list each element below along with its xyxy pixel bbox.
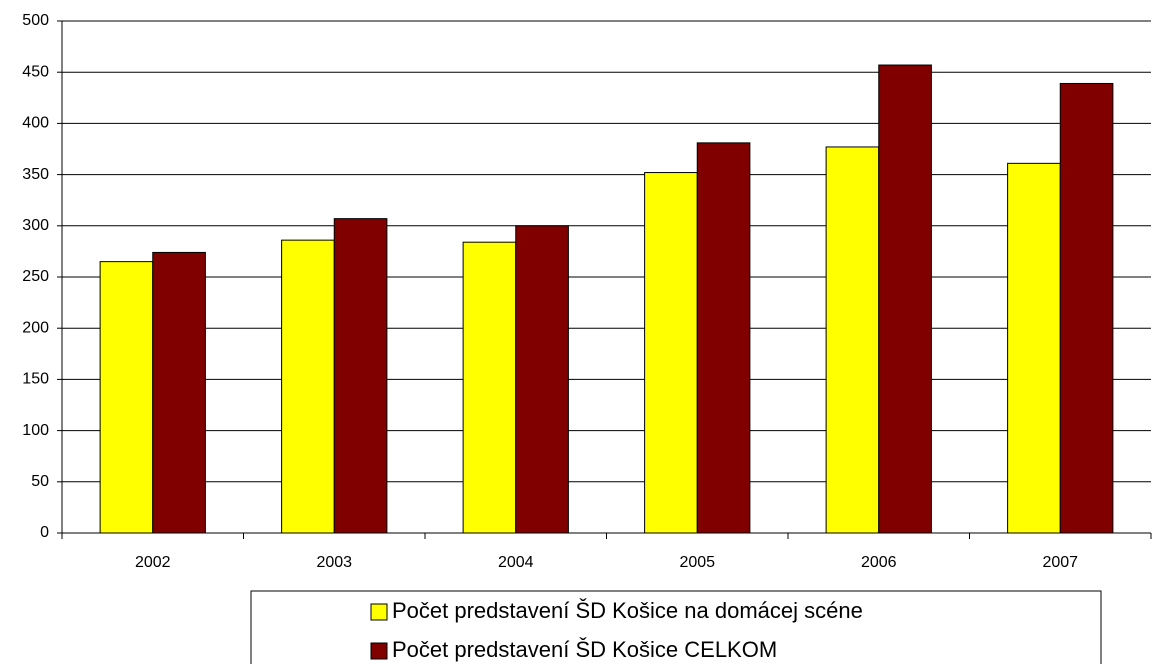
bar bbox=[152, 251, 206, 534]
legend-label: Počet predstavení ŠD Košice CELKOM bbox=[392, 637, 777, 662]
x-tick-label: 2006 bbox=[861, 554, 897, 571]
y-tick-label: 450 bbox=[22, 63, 49, 80]
bar bbox=[462, 241, 517, 534]
x-tick-label: 2004 bbox=[498, 554, 534, 571]
x-tick-label: 2005 bbox=[679, 554, 715, 571]
legend-label: Počet predstavení ŠD Košice na domácej s… bbox=[392, 598, 863, 623]
y-tick-label: 400 bbox=[22, 115, 49, 132]
bar bbox=[281, 239, 335, 534]
y-tick-label: 350 bbox=[22, 166, 49, 183]
y-tick-label: 100 bbox=[22, 422, 49, 439]
x-tick-label: 2007 bbox=[1042, 554, 1078, 571]
x-tick-label: 2002 bbox=[135, 554, 171, 571]
y-tick-label: 50 bbox=[31, 473, 49, 490]
y-tick-label: 200 bbox=[22, 319, 49, 336]
bar bbox=[878, 64, 932, 534]
y-tick-label: 0 bbox=[40, 524, 49, 541]
y-tick-label: 150 bbox=[22, 371, 49, 388]
y-tick-label: 300 bbox=[22, 217, 49, 234]
legend-swatch bbox=[370, 642, 388, 660]
y-tick-label: 250 bbox=[22, 268, 49, 285]
bar bbox=[1007, 162, 1061, 534]
bar bbox=[1059, 82, 1114, 534]
legend-swatch bbox=[370, 603, 388, 621]
bar bbox=[696, 142, 751, 534]
bar bbox=[515, 225, 569, 534]
y-tick-label: 500 bbox=[22, 12, 49, 29]
legend-box bbox=[250, 590, 1102, 664]
x-tick-label: 2003 bbox=[316, 554, 352, 571]
bar bbox=[333, 218, 388, 534]
bar bbox=[825, 146, 880, 534]
bar bbox=[99, 261, 154, 534]
bar bbox=[644, 172, 698, 534]
